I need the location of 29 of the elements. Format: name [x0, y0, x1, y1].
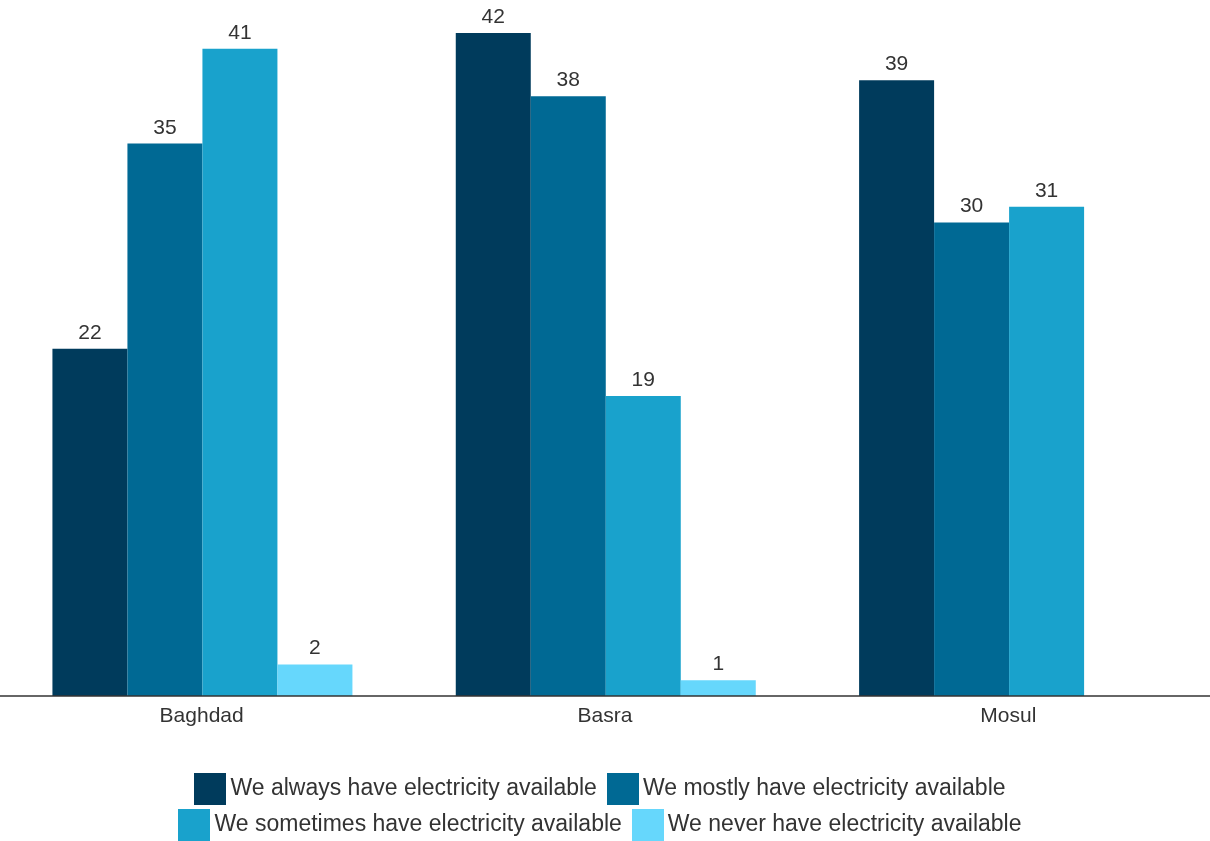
- data-label: 39: [884, 51, 909, 75]
- data-label: 41: [228, 19, 252, 43]
- data-label: 31: [1034, 177, 1059, 201]
- bar: [530, 96, 606, 696]
- data-label: 30: [959, 193, 984, 217]
- bar: [202, 48, 278, 696]
- data-label: 35: [153, 114, 177, 138]
- bar: [859, 80, 935, 696]
- legend-label: We never have electricity available: [667, 810, 1022, 836]
- data-label: 38: [556, 67, 580, 91]
- x-tick-label: Basra: [577, 702, 633, 726]
- data-label: 42: [481, 4, 505, 27]
- legend-label: We mostly have electricity available: [642, 774, 1006, 800]
- data-label: 19: [631, 367, 655, 391]
- bar: [277, 664, 353, 696]
- x-tick-label: Mosul: [980, 702, 1037, 726]
- bar: [605, 396, 681, 696]
- legend-label: We sometimes have electricity available: [214, 810, 622, 836]
- data-label: 2: [309, 635, 321, 659]
- bar: [680, 680, 756, 696]
- legend-label: We always have electricity available: [230, 774, 597, 800]
- data-label: 22: [78, 319, 102, 343]
- x-tick-label: Baghdad: [159, 702, 244, 726]
- bar: [52, 348, 128, 696]
- data-label: 1: [712, 651, 725, 675]
- bar: [1009, 206, 1085, 696]
- bar: [455, 33, 531, 696]
- bar: [934, 222, 1010, 696]
- bar: [127, 143, 203, 696]
